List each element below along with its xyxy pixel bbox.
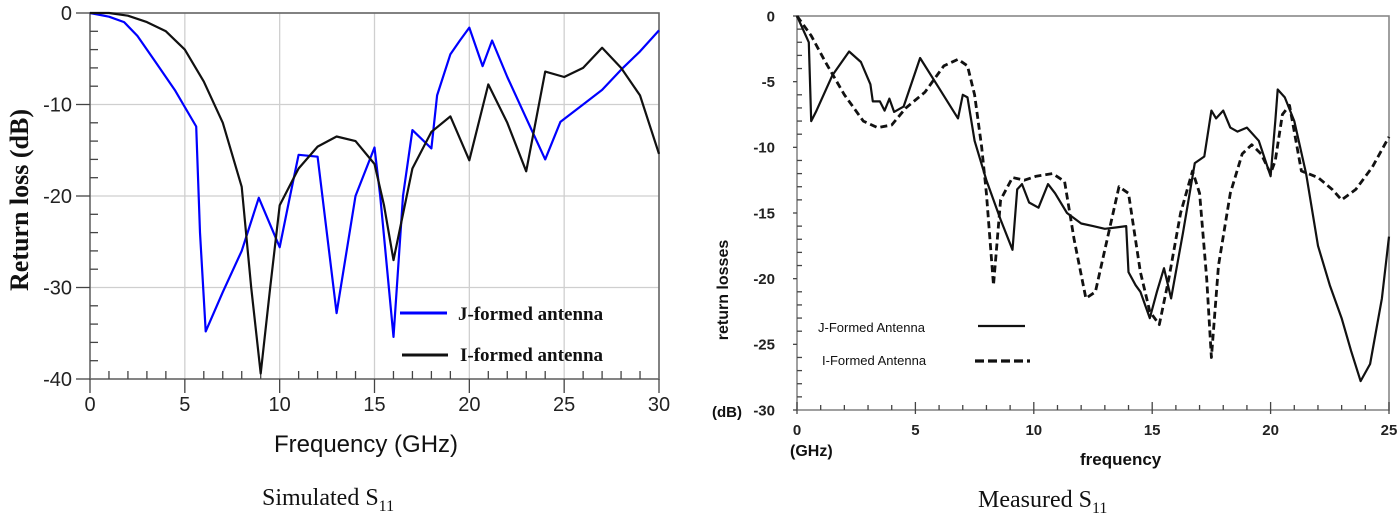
svg-text:10: 10 <box>269 394 291 416</box>
left-legend: J-formed antenna I-formed antenna <box>400 304 604 366</box>
svg-text:-5: -5 <box>762 74 775 91</box>
svg-text:-30: -30 <box>43 278 72 300</box>
svg-text:30: 30 <box>648 394 670 416</box>
series-i-formed-antenna <box>795 15 1391 359</box>
svg-text:25: 25 <box>1381 422 1398 439</box>
svg-text:0: 0 <box>84 394 95 416</box>
svg-text:-10: -10 <box>43 95 72 117</box>
series-j-formed-antenna <box>89 11 660 338</box>
right-series <box>795 15 1391 383</box>
svg-text:15: 15 <box>363 394 385 416</box>
svg-text:20: 20 <box>458 394 480 416</box>
svg-text:-20: -20 <box>753 271 775 288</box>
right-y-axis-label: return losses <box>715 240 732 341</box>
right-caption: Measured S11 <box>978 487 1107 518</box>
left-caption-subscript: 11 <box>378 497 395 515</box>
left-y-axis-label: Return loss (dB) <box>5 109 34 291</box>
svg-text:15: 15 <box>1144 422 1161 439</box>
right-caption-text: Measured S <box>978 487 1092 513</box>
simulated-s11-chart: 0 -10 -20 -30 -40 0 5 10 15 20 25 30 Return loss (d… <box>5 3 670 458</box>
svg-text:-20: -20 <box>43 186 72 208</box>
right-axes: 0 -5 -10 -15 -20 -25 -30 0 5 10 15 20 25 <box>753 8 1397 439</box>
svg-text:10: 10 <box>1025 422 1042 439</box>
svg-text:-15: -15 <box>753 205 775 222</box>
legend-label-i-measured: I-Formed Antenna <box>822 353 927 368</box>
svg-text:-30: -30 <box>753 402 775 419</box>
svg-text:5: 5 <box>911 422 919 439</box>
svg-text:5: 5 <box>179 394 190 416</box>
left-series <box>89 11 661 375</box>
legend-label-j: J-formed antenna <box>458 304 604 325</box>
svg-text:-25: -25 <box>753 337 775 354</box>
legend-label-j-measured: J-Formed Antenna <box>818 320 926 335</box>
series-i-formed-antenna <box>90 11 661 375</box>
measured-s11-chart: 0 -5 -10 -15 -20 -25 -30 0 5 10 15 20 25 return loss… <box>712 8 1397 469</box>
svg-text:0: 0 <box>61 3 72 25</box>
right-x-unit: (GHz) <box>790 443 833 460</box>
right-caption-subscript: 11 <box>1091 499 1108 517</box>
right-y-unit: (dB) <box>712 404 742 421</box>
svg-text:-10: -10 <box>753 140 775 157</box>
left-caption: Simulated S11 <box>262 485 394 516</box>
right-legend: J-Formed Antenna I-Formed Antenna <box>818 320 1030 368</box>
series-j-formed-antenna <box>795 15 1391 383</box>
svg-text:25: 25 <box>553 394 575 416</box>
svg-text:20: 20 <box>1262 422 1279 439</box>
left-caption-text: Simulated S <box>262 485 379 511</box>
left-x-axis-label: Frequency (GHz) <box>274 431 458 458</box>
legend-label-i: I-formed antenna <box>460 345 604 366</box>
svg-text:-40: -40 <box>43 369 72 391</box>
svg-text:0: 0 <box>793 422 801 439</box>
left-axes: 0 -10 -20 -30 -40 0 5 10 15 20 25 30 <box>43 3 670 416</box>
right-x-axis-label: frequency <box>1080 450 1162 469</box>
svg-text:0: 0 <box>767 8 775 25</box>
